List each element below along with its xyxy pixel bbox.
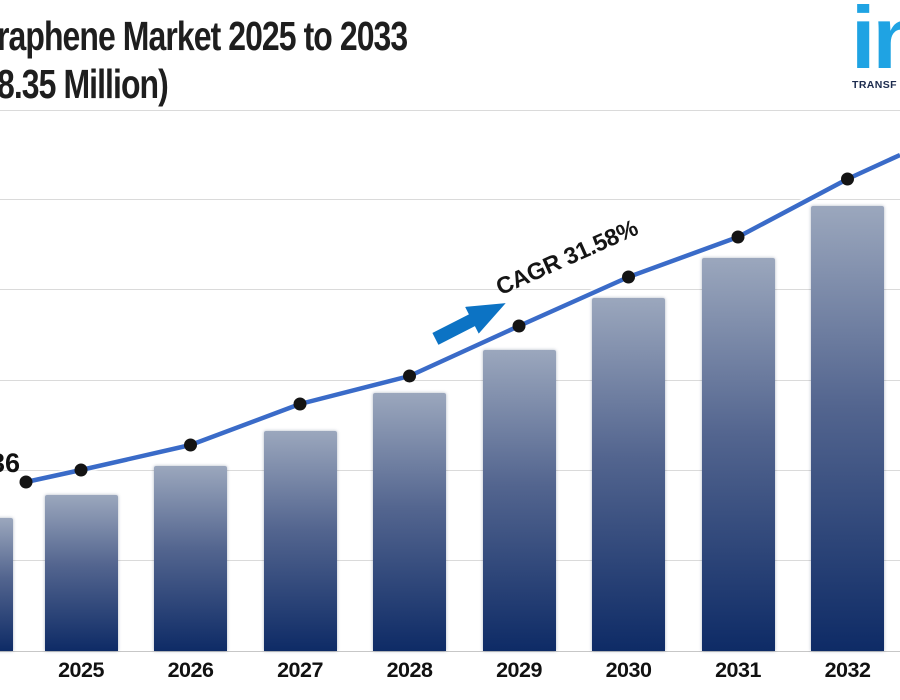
chart-title-line2: 8.35 Million) <box>0 61 169 107</box>
bar-partial-left <box>0 518 13 651</box>
grid-line <box>0 560 900 561</box>
grid-line <box>0 380 900 381</box>
x-axis-label-2031: 2031 <box>715 658 761 682</box>
bar-2031 <box>701 258 775 651</box>
bar-2030 <box>592 298 665 651</box>
x-axis-label-2032: 2032 <box>824 658 871 682</box>
bar-2032 <box>811 206 884 651</box>
bar-2028 <box>373 393 446 651</box>
bar-2025 <box>44 495 118 651</box>
data-point-dot <box>19 475 33 489</box>
data-point-dot <box>731 230 745 244</box>
x-axis-label-2026: 2026 <box>167 658 214 682</box>
data-point-dot <box>512 319 526 333</box>
x-axis-label-2030: 2030 <box>605 658 652 682</box>
data-point-dot <box>74 463 88 477</box>
x-axis-label-2027: 2027 <box>277 658 323 682</box>
x-axis-label-2025: 2025 <box>58 658 104 682</box>
x-axis-label-2029: 2029 <box>496 658 542 682</box>
grid-line <box>0 470 900 471</box>
grid-line <box>0 289 900 290</box>
data-point-dot <box>184 438 197 452</box>
data-point-dot <box>622 270 635 284</box>
chart-title-line1: raphene Market 2025 to 2033 <box>0 13 408 59</box>
x-axis-line <box>0 651 900 652</box>
data-point-dot <box>403 369 416 383</box>
bar-2029 <box>482 350 556 651</box>
x-axis-label-2028: 2028 <box>386 658 433 682</box>
bar-2027 <box>263 431 337 651</box>
brand-logo: in <box>851 0 900 87</box>
chart-title: raphene Market 2025 to 2033 8.35 Million… <box>0 12 408 108</box>
grid-line <box>0 199 900 200</box>
first-data-point-value-label: 36 <box>0 448 21 478</box>
data-point-dot <box>841 172 854 186</box>
trend-line <box>25 152 900 485</box>
bar-2026 <box>154 466 227 651</box>
grid-line <box>0 110 900 111</box>
brand-logo-tagline: TRANSF <box>852 79 897 91</box>
data-point-dot <box>293 397 307 411</box>
